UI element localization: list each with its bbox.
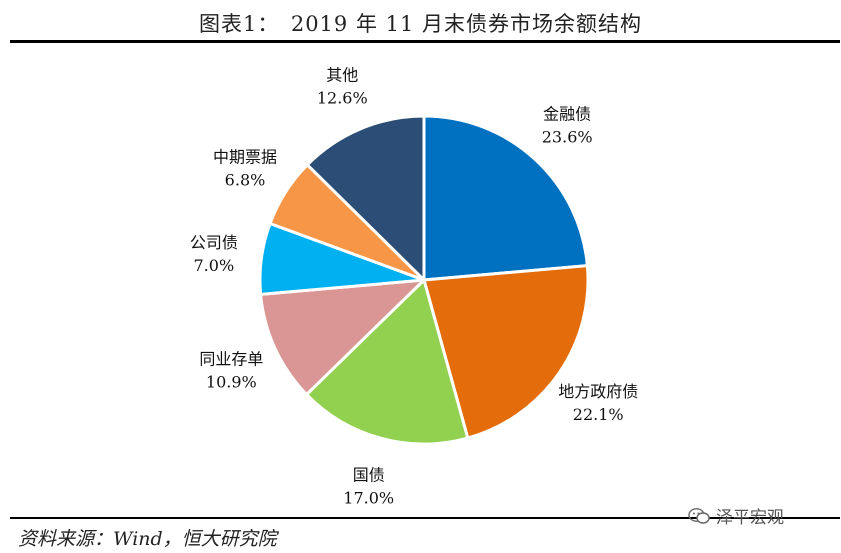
pie-slice <box>304 277 470 446</box>
slice-label: 同业存单 <box>199 349 263 368</box>
pie-slice <box>259 278 429 397</box>
pie-labels: 金融债 23.6% 地方政府债 22.1% 国债 17.0% 同业存单 10.9% 公司债 7.0… <box>190 65 638 507</box>
slice-value-label: 23.6% <box>542 128 593 147</box>
source-note: 资料来源：Wind，恒大研究院 <box>18 528 277 550</box>
watermark: 泽平宏观 <box>688 503 784 528</box>
top-rule <box>10 40 840 43</box>
slice-value-label: 10.9% <box>206 372 257 391</box>
slice-value-label: 12.6% <box>317 88 368 107</box>
chart-title: 图表1： 2019 年 11 月末债券市场余额结构 <box>198 12 643 36</box>
pie-chart: 金融债 23.6% 地方政府债 22.1% 国债 17.0% 同业存单 10.9% 公司债 7.0… <box>190 65 638 507</box>
wechat-icon <box>688 507 710 524</box>
bottom-rule <box>10 517 840 519</box>
pie-slice <box>305 114 426 284</box>
slice-value-label: 6.8% <box>225 170 266 189</box>
slice-label: 地方政府债 <box>558 382 638 401</box>
slice-value-label: 22.1% <box>573 405 624 424</box>
slice-label: 国债 <box>353 466 385 485</box>
watermark-text: 泽平宏观 <box>716 508 784 528</box>
slice-value-label: 7.0% <box>194 256 235 275</box>
slice-label: 中期票据 <box>213 147 277 166</box>
slice-label: 公司债 <box>190 233 238 252</box>
slice-value-label: 17.0% <box>343 489 394 508</box>
pie-slice <box>422 114 589 282</box>
slice-label: 其他 <box>326 65 358 84</box>
pie-slices <box>258 114 590 446</box>
pie-slice <box>422 263 590 440</box>
slice-label: 金融债 <box>543 105 591 124</box>
